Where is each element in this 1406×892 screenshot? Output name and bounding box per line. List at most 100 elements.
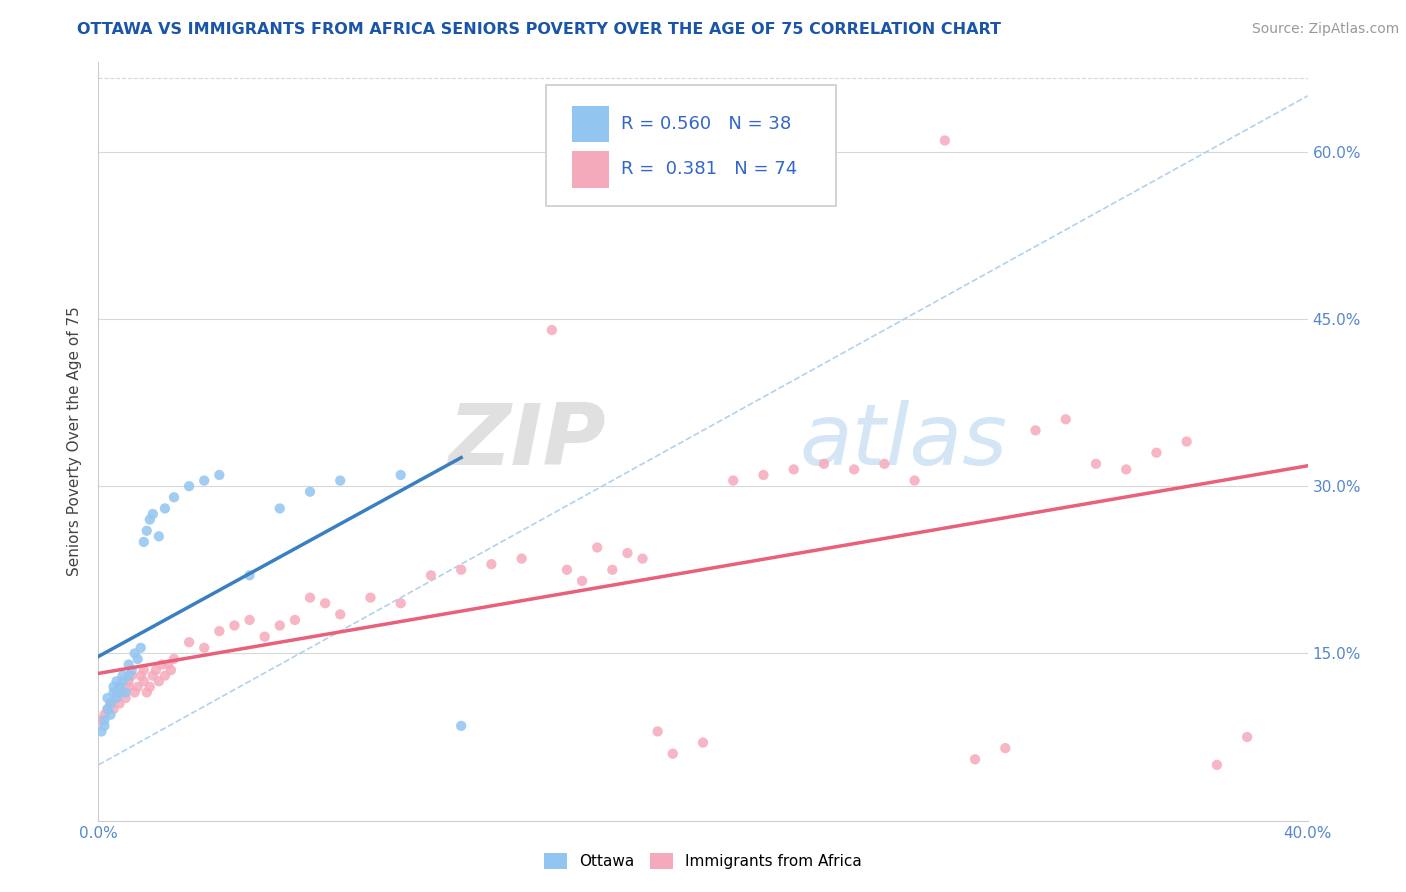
Point: [1175, 434, 1198, 449]
Point: [156, 657, 179, 672]
Point: [114, 690, 136, 705]
Point: [844, 462, 866, 476]
Point: [224, 618, 246, 632]
Bar: [572, 151, 609, 187]
FancyBboxPatch shape: [546, 85, 837, 207]
Point: [93, 714, 115, 728]
Point: [555, 563, 578, 577]
Point: [103, 680, 125, 694]
Point: [124, 646, 146, 660]
Point: [100, 697, 122, 711]
Point: [163, 491, 186, 505]
Point: [129, 640, 152, 655]
Point: [100, 697, 122, 711]
Point: [135, 524, 157, 538]
Point: [1144, 446, 1167, 460]
Point: [239, 568, 262, 582]
Point: [965, 752, 987, 766]
Point: [1054, 412, 1077, 426]
Point: [90, 714, 112, 728]
Point: [127, 652, 149, 666]
Point: [783, 462, 806, 476]
Point: [661, 747, 683, 761]
Point: [873, 457, 896, 471]
Point: [420, 568, 443, 582]
Point: [105, 685, 128, 699]
Point: [813, 457, 835, 471]
Point: [105, 674, 128, 689]
Point: [100, 707, 122, 722]
Point: [145, 663, 167, 677]
Text: ZIP: ZIP: [449, 400, 606, 483]
Point: [360, 591, 382, 605]
Point: [389, 468, 412, 483]
Point: [93, 707, 115, 722]
Text: R =  0.381   N = 74: R = 0.381 N = 74: [621, 161, 797, 178]
Point: [132, 535, 155, 549]
Point: [510, 551, 533, 566]
Point: [111, 669, 134, 683]
Point: [160, 663, 183, 677]
Point: [103, 702, 125, 716]
Point: [129, 669, 152, 683]
Point: [179, 635, 201, 649]
Point: [450, 719, 472, 733]
Point: [132, 663, 155, 677]
Point: [631, 551, 654, 566]
Point: [127, 680, 149, 694]
Point: [540, 323, 562, 337]
Point: [1115, 462, 1137, 476]
Point: [269, 618, 291, 632]
Point: [586, 541, 609, 555]
Point: [148, 674, 170, 689]
Point: [142, 669, 165, 683]
Text: atlas: atlas: [800, 400, 1008, 483]
Point: [208, 624, 231, 639]
Point: [934, 133, 956, 147]
Point: [150, 657, 173, 672]
Point: [139, 512, 162, 526]
Point: [96, 690, 118, 705]
Point: [135, 685, 157, 699]
Point: [179, 479, 201, 493]
Point: [602, 563, 624, 577]
Point: [105, 690, 128, 705]
Point: [269, 501, 291, 516]
Point: [108, 685, 131, 699]
Text: R = 0.560   N = 38: R = 0.560 N = 38: [621, 115, 792, 133]
Point: [121, 663, 143, 677]
Point: [118, 657, 141, 672]
Point: [571, 574, 593, 588]
Point: [193, 640, 215, 655]
Point: [314, 596, 336, 610]
Point: [389, 596, 412, 610]
Point: [1085, 457, 1108, 471]
Point: [299, 591, 322, 605]
Point: [299, 484, 322, 499]
Point: [90, 724, 112, 739]
Point: [103, 685, 125, 699]
Point: [1206, 758, 1229, 772]
Point: [105, 690, 128, 705]
Text: Source: ZipAtlas.com: Source: ZipAtlas.com: [1251, 22, 1399, 37]
Point: [142, 507, 165, 521]
Point: [1024, 424, 1046, 438]
Legend: Ottawa, Immigrants from Africa: Ottawa, Immigrants from Africa: [538, 847, 868, 875]
Point: [153, 501, 176, 516]
Point: [96, 702, 118, 716]
Point: [118, 680, 141, 694]
Point: [329, 607, 352, 622]
Point: [284, 613, 307, 627]
Y-axis label: Seniors Poverty Over the Age of 75: Seniors Poverty Over the Age of 75: [67, 307, 83, 576]
Point: [121, 669, 143, 683]
Point: [111, 685, 134, 699]
Point: [329, 474, 352, 488]
Point: [96, 702, 118, 716]
Text: OTTAWA VS IMMIGRANTS FROM AFRICA SENIORS POVERTY OVER THE AGE OF 75 CORRELATION : OTTAWA VS IMMIGRANTS FROM AFRICA SENIORS…: [77, 22, 1001, 37]
Point: [124, 685, 146, 699]
Point: [253, 630, 276, 644]
Point: [208, 468, 231, 483]
Point: [692, 735, 714, 749]
Point: [108, 680, 131, 694]
Point: [647, 724, 669, 739]
